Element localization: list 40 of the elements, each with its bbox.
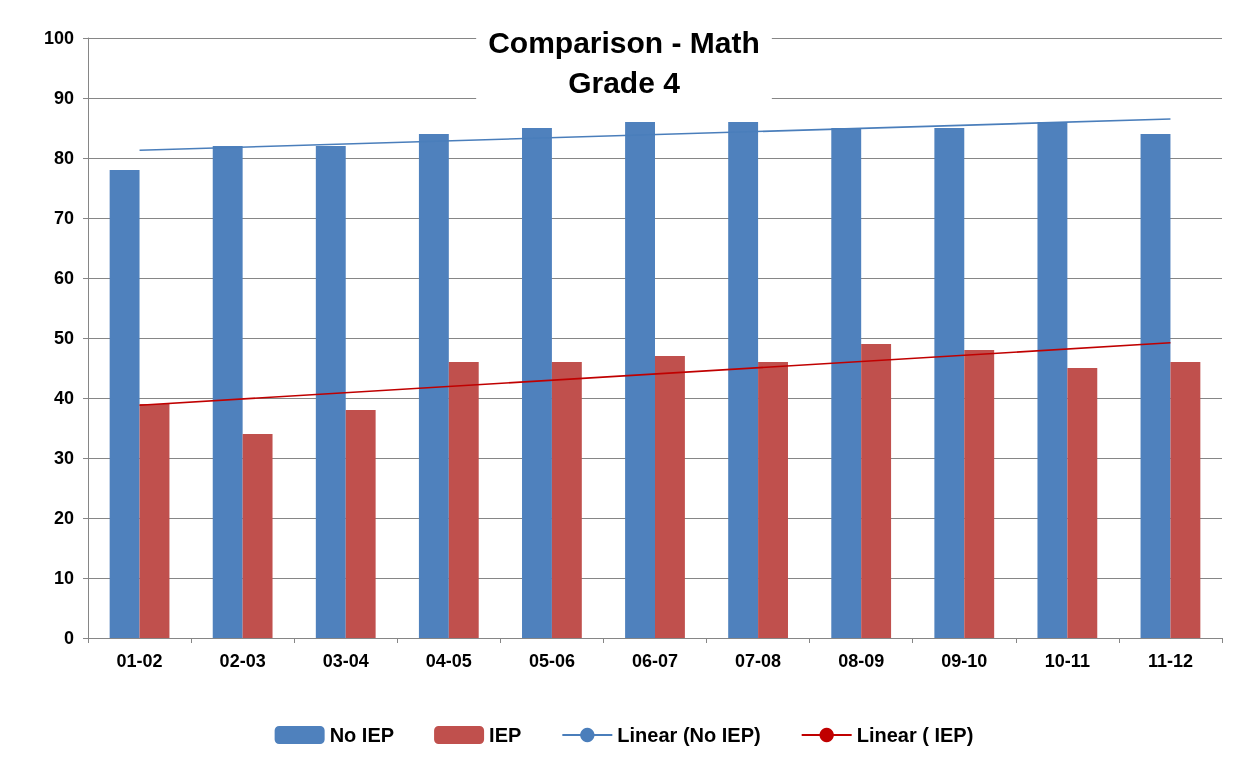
y-tick-label: 60 — [53, 268, 74, 288]
y-tick-label: 50 — [53, 328, 74, 348]
bar — [551, 362, 582, 638]
bar — [1170, 362, 1201, 638]
y-tick-label: 0 — [63, 628, 74, 648]
x-tick-label: 06-07 — [631, 651, 679, 671]
x-tick-label: 08-09 — [838, 651, 885, 671]
x-tick-label: 01-02 — [116, 651, 163, 671]
bar — [655, 356, 685, 638]
x-tick-label: 03-04 — [322, 651, 369, 671]
bar — [448, 362, 479, 638]
y-tick-label: 80 — [53, 148, 74, 168]
legend-label: No IEP — [329, 724, 395, 746]
x-tick-label: 04-05 — [425, 651, 472, 671]
bar — [861, 344, 892, 638]
x-tick-label: 02-03 — [219, 651, 266, 671]
x-tick-label: 09-10 — [941, 651, 988, 671]
bar — [1140, 134, 1171, 638]
legend-label: IEP — [489, 724, 522, 746]
bar — [964, 350, 995, 638]
x-tick-label: 07-08 — [735, 651, 782, 671]
y-tick-label: 100 — [43, 28, 74, 48]
legend-label: Linear (No IEP) — [617, 724, 761, 746]
chart-title: Comparison - Math Grade 4 — [488, 25, 760, 99]
x-tick-label: 10-11 — [1044, 651, 1090, 671]
y-tick-label: 30 — [53, 448, 74, 468]
bar — [345, 410, 376, 638]
y-tick-label: 40 — [53, 388, 74, 408]
bar — [242, 434, 273, 638]
y-tick-label: 10 — [53, 568, 74, 588]
y-tick-label: 90 — [53, 88, 74, 108]
y-tick-label: 70 — [53, 208, 74, 228]
x-tick-label: 05-06 — [528, 651, 575, 671]
y-tick-label: 20 — [53, 508, 74, 528]
bar — [1067, 368, 1098, 638]
bar — [109, 170, 140, 638]
bar — [139, 404, 170, 638]
legend-label: Linear ( IEP) — [856, 724, 974, 746]
x-tick-label: 11-12 — [1147, 651, 1193, 671]
bar — [758, 362, 788, 638]
